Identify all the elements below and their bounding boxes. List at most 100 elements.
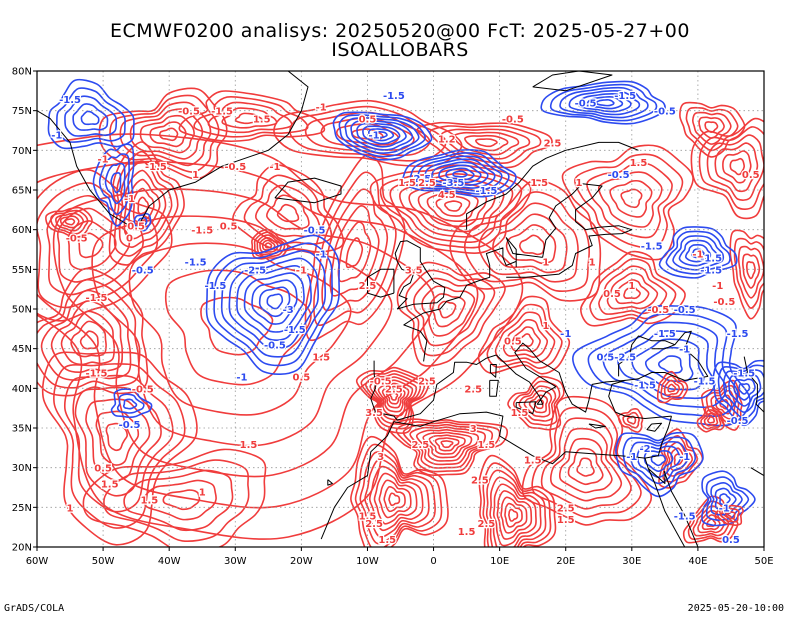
contour-line [700, 409, 722, 430]
contour-line [72, 103, 109, 131]
contour-line [463, 191, 591, 292]
contour-label: 1 [542, 321, 549, 332]
contour-label: 2.5 [418, 376, 436, 387]
lat-tick-label: 35N [12, 424, 32, 435]
contour-label: -1 [316, 249, 327, 260]
contour-line [500, 496, 528, 534]
contour-label: -0.5 [119, 420, 141, 431]
contour-line [598, 265, 668, 316]
contour-line [149, 121, 187, 148]
lon-tick-label: 10E [490, 556, 509, 567]
contour-label: -1 [124, 194, 135, 205]
contour-line [409, 426, 486, 466]
contour-label: -1.5 [383, 91, 405, 102]
contour-line [698, 126, 764, 210]
coastline [320, 411, 672, 540]
contour-line [416, 155, 503, 192]
contour-line [549, 83, 658, 122]
lon-tick-label: 20E [556, 556, 575, 567]
coastline [750, 467, 764, 493]
contour-line [234, 112, 263, 125]
contour-line [615, 431, 704, 498]
contour-line [431, 161, 489, 186]
contour-label: -1.5 [185, 257, 207, 268]
contour-line [505, 224, 557, 265]
contour-line [707, 415, 716, 424]
contour-line [67, 220, 117, 271]
contour-line [139, 114, 195, 154]
lat-tick-label: 30N [12, 463, 32, 474]
contour-label: -0.5 [713, 297, 735, 308]
lat-tick-label: 55N [12, 265, 32, 276]
contour-line [441, 128, 531, 160]
coastline [625, 330, 709, 381]
coastline [466, 141, 639, 230]
contour-line [533, 398, 545, 410]
contour-label: 2.5 [464, 384, 482, 395]
coastline [327, 479, 333, 486]
contour-line [663, 379, 681, 397]
contour-line [359, 451, 436, 545]
contour-label: -2.5 [409, 174, 431, 185]
contour-line [228, 257, 320, 350]
contour-line [426, 190, 479, 223]
contour-label: -1.5 [86, 368, 108, 379]
contour-label: 1 [542, 257, 549, 268]
contour-label: -0.5 [502, 115, 524, 126]
contour-label: -1 [679, 345, 690, 356]
contour-line [266, 293, 284, 310]
contour-line [64, 218, 76, 226]
contour-line [700, 379, 743, 431]
contour-line [741, 253, 761, 289]
contour-line [70, 320, 107, 358]
contour-line [213, 242, 334, 367]
contour-label: 0.5 [722, 535, 740, 546]
contour-line [719, 493, 731, 506]
contour-line [164, 269, 312, 386]
contour-line [494, 311, 556, 364]
contour-line [722, 150, 752, 184]
contour-line [617, 408, 644, 433]
contour-line [733, 378, 756, 401]
contour-line [629, 441, 689, 485]
contour-line [276, 203, 300, 223]
contour-line [595, 98, 615, 107]
contour-label: 1.5 [140, 495, 158, 506]
contour-line [158, 127, 179, 142]
contour-label: -1 [236, 372, 247, 383]
contour-line [690, 117, 764, 220]
contour-line [110, 171, 122, 194]
contour-line [423, 158, 496, 189]
contour-line [41, 351, 198, 546]
contour-line [678, 239, 718, 267]
contour-line [373, 472, 418, 525]
contour-line [80, 110, 100, 126]
contour-line [105, 422, 128, 452]
contour-label: -1.5 [614, 91, 636, 102]
contour-label: -1 [269, 162, 280, 173]
contour-line [704, 121, 719, 134]
contour-line [475, 138, 498, 148]
contour-line [337, 221, 372, 283]
contour-line [660, 375, 685, 400]
contour-line [602, 321, 728, 409]
contour-line [489, 476, 542, 547]
contour-line [714, 142, 759, 193]
contour-line [401, 149, 517, 198]
contour-line [129, 108, 204, 160]
contour-label: -0.5 [727, 416, 749, 427]
contour-line [422, 431, 473, 459]
coastline [777, 119, 800, 151]
coastline [743, 356, 764, 413]
contour-line [714, 504, 744, 527]
contour-line [714, 487, 737, 511]
contour-line [350, 435, 449, 547]
contour-line [478, 202, 579, 283]
contour-line [658, 226, 738, 279]
footer-timestamp: 2025-05-20-10:00 [687, 603, 784, 614]
contour-line [368, 465, 424, 532]
contour-line [123, 469, 234, 532]
contour-label: 0.5 [127, 222, 145, 233]
contour-line [729, 157, 746, 176]
contour-label: 1.5 [630, 158, 648, 169]
